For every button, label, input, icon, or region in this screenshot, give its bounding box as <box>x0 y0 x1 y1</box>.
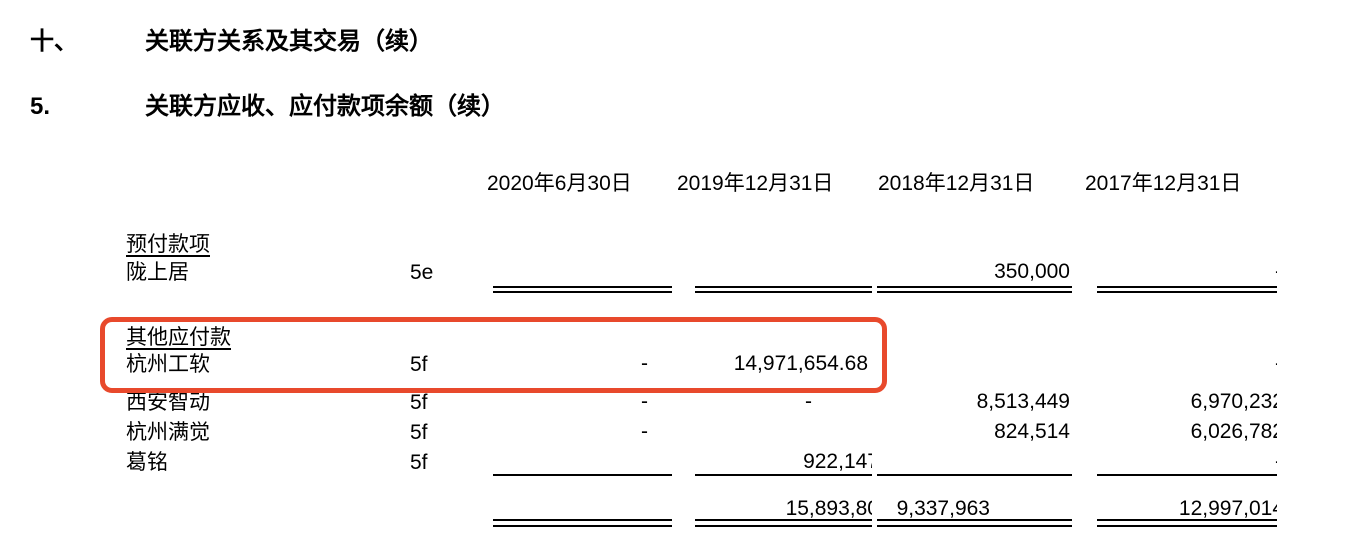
highlight-box <box>100 317 887 393</box>
row-label-geming: 葛铭 <box>126 451 168 474</box>
cell-xianzhidong-2017: 6,970,232 <box>1097 389 1277 415</box>
cell-value: - <box>641 390 648 413</box>
cell-hangzhougongruan-2017: - <box>1097 351 1277 377</box>
row-note-longshangju: 5e <box>410 261 434 284</box>
rule-line <box>493 474 672 476</box>
cell-value: 922,147 <box>803 450 872 473</box>
cell-xianzhidong-2019: - <box>695 389 872 415</box>
subsection-title: 关联方应收、应付款项余额（续） <box>145 93 505 120</box>
column-header-2017: 2017年12月31日 <box>1085 172 1242 195</box>
cell-value: 9,337,963 <box>896 497 990 520</box>
cell-value: 8,513,449 <box>976 390 1070 413</box>
cell-longshangju-2017: - <box>1097 259 1277 285</box>
rule-line <box>695 291 872 293</box>
section-header-other-payables: 其他应付款 <box>126 326 231 349</box>
rule-line <box>493 291 672 293</box>
cell-value: - <box>641 420 648 443</box>
cell-hangzhoumanjue-2017: 6,026,782 <box>1097 419 1277 445</box>
column-header-2020: 2020年6月30日 <box>487 172 632 195</box>
cell-value: 15,893,80 <box>785 497 872 520</box>
rule-line <box>877 519 1072 521</box>
cell-value: 824,514 <box>994 420 1070 443</box>
rule-line <box>1097 291 1277 293</box>
column-header-2018: 2018年12月31日 <box>878 172 1035 195</box>
cell-hangzhoumanjue-2020: - <box>490 419 672 445</box>
row-label-hangzhoumanjue: 杭州满觉 <box>126 421 210 444</box>
rule-line <box>1097 474 1277 476</box>
section-header-prepayments: 预付款项 <box>126 233 210 256</box>
section-title: 关联方关系及其交易（续） <box>145 28 433 55</box>
cell-longshangju-2018: 350,000 <box>877 259 1072 285</box>
rule-line <box>493 519 672 521</box>
cell-value: 14,971,654.68 <box>733 352 868 375</box>
section-number: 十、 <box>30 28 78 55</box>
cell-value: - <box>1275 351 1277 376</box>
cell-total-2017: 12,997,014 <box>1097 496 1277 522</box>
cell-value: - <box>1275 449 1277 474</box>
row-note-xianzhidong: 5f <box>410 391 428 414</box>
rule-line <box>695 525 872 527</box>
cell-hangzhoumanjue-2019 <box>695 419 872 445</box>
row-label-hangzhougongruan: 杭州工软 <box>126 353 210 376</box>
row-label-xianzhidong: 西安智动 <box>126 391 210 414</box>
rule-line <box>695 286 872 288</box>
cell-value: - <box>641 352 648 375</box>
rule-line <box>877 291 1072 293</box>
cell-hangzhougongruan-2020: - <box>490 351 672 377</box>
cell-geming-2018 <box>877 449 1072 475</box>
rule-line <box>493 525 672 527</box>
cell-value: 350,000 <box>994 260 1070 283</box>
rule-line <box>1097 286 1277 288</box>
rule-line <box>695 519 872 521</box>
rule-line <box>1097 525 1277 527</box>
cell-longshangju-2019 <box>695 259 872 285</box>
cell-value: 6,970,232 <box>1190 390 1277 413</box>
subsection-number: 5. <box>30 93 51 120</box>
rule-line <box>493 286 672 288</box>
column-header-2019: 2019年12月31日 <box>677 172 834 195</box>
cell-hangzhoumanjue-2018: 824,514 <box>877 419 1072 445</box>
rule-line <box>877 286 1072 288</box>
rule-line <box>877 474 1072 476</box>
cell-geming-2019: 922,147 <box>695 449 872 475</box>
cell-total-2019: 15,893,80 <box>695 496 872 522</box>
cell-value: 12,997,014 <box>1178 497 1277 520</box>
cell-value: - <box>1275 259 1277 284</box>
row-note-hangzhoumanjue: 5f <box>410 421 428 444</box>
row-label-longshangju: 陇上居 <box>126 261 189 284</box>
cell-hangzhougongruan-2018 <box>877 351 1072 377</box>
rule-line <box>877 525 1072 527</box>
row-note-hangzhougongruan: 5f <box>410 353 428 376</box>
row-note-geming: 5f <box>410 451 428 474</box>
rule-line <box>1097 519 1277 521</box>
cell-hangzhougongruan-2019: 14,971,654.68 <box>695 351 872 377</box>
rule-line <box>695 474 872 476</box>
cell-longshangju-2020 <box>490 259 672 285</box>
cell-geming-2017: - <box>1097 449 1277 475</box>
cell-xianzhidong-2020: - <box>490 389 672 415</box>
cell-xianzhidong-2018: 8,513,449 <box>877 389 1072 415</box>
cell-geming-2020 <box>490 449 672 475</box>
cell-value: - <box>805 390 812 413</box>
cell-value: 6,026,782 <box>1190 420 1277 443</box>
cell-total-2018: 9,337,963 <box>877 496 1072 522</box>
